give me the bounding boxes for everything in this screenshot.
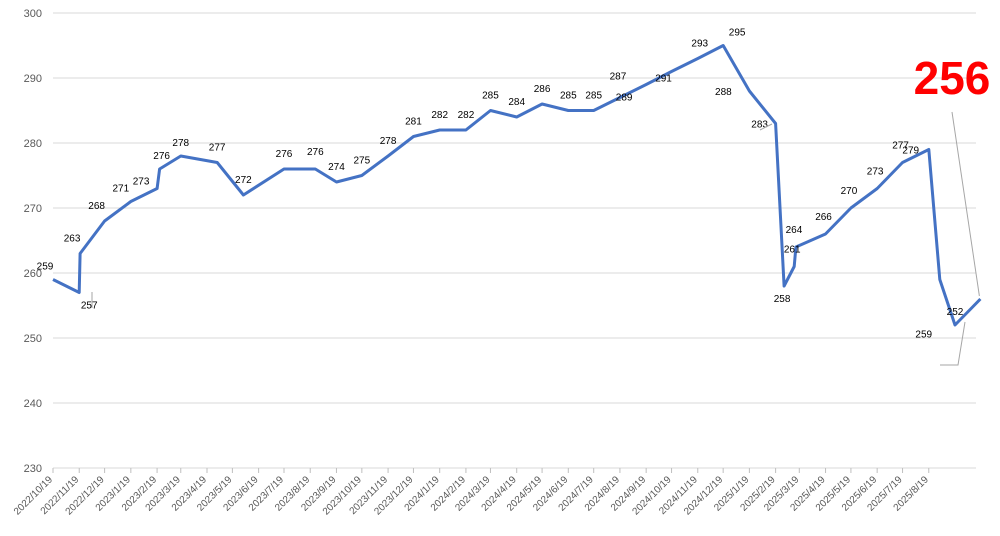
- data-label: 257: [81, 301, 98, 312]
- data-label: 272: [235, 175, 252, 186]
- y-tick-label: 280: [24, 138, 42, 150]
- data-label: 284: [508, 97, 525, 108]
- data-label: 277: [209, 143, 226, 154]
- data-label: 287: [610, 72, 627, 83]
- data-label: 277: [892, 141, 909, 152]
- data-label: 274: [328, 162, 345, 173]
- data-label: 259: [37, 262, 54, 273]
- data-label: 285: [560, 91, 577, 102]
- y-tick-label: 230: [24, 463, 42, 475]
- data-label: 289: [616, 93, 633, 104]
- data-label: 278: [172, 138, 189, 149]
- data-label: 285: [482, 91, 499, 102]
- data-label: 259: [915, 330, 932, 341]
- y-tick-label: 240: [24, 398, 42, 410]
- data-label: 264: [786, 225, 803, 236]
- data-label: 282: [458, 110, 475, 121]
- data-label: 263: [64, 234, 81, 245]
- y-tick-label: 290: [24, 73, 42, 85]
- data-label: 291: [655, 74, 672, 85]
- data-label: 266: [815, 212, 832, 223]
- data-label: 276: [276, 149, 293, 160]
- data-label: 268: [88, 201, 105, 212]
- data-label: 283: [751, 120, 768, 131]
- leader-line: [951, 111, 980, 297]
- y-tick-label: 260: [24, 268, 42, 280]
- leader-line: [940, 321, 966, 366]
- leader-line: [759, 123, 773, 131]
- data-label: 258: [774, 294, 791, 305]
- data-label: 281: [405, 117, 422, 128]
- data-label: 288: [715, 87, 732, 98]
- highlight-value-label: 256: [914, 52, 991, 104]
- data-label: 273: [867, 167, 884, 178]
- data-label: 278: [380, 136, 397, 147]
- data-label: 276: [307, 147, 324, 158]
- data-label: 271: [113, 184, 130, 195]
- data-label: 295: [729, 28, 746, 39]
- data-label: 285: [585, 91, 602, 102]
- data-label: 282: [431, 110, 448, 121]
- y-tick-label: 300: [24, 8, 42, 20]
- y-tick-label: 250: [24, 333, 42, 345]
- data-label: 279: [902, 146, 919, 157]
- data-label: 261: [784, 245, 801, 256]
- data-label: 286: [534, 84, 551, 95]
- series-line: [52, 44, 982, 327]
- data-label: 273: [133, 177, 150, 188]
- data-label: 270: [841, 186, 858, 197]
- data-label: 293: [691, 39, 708, 50]
- data-label: 252: [947, 307, 964, 318]
- data-label: 276: [153, 151, 170, 162]
- data-label: 275: [354, 156, 371, 167]
- y-tick-label: 270: [24, 203, 42, 215]
